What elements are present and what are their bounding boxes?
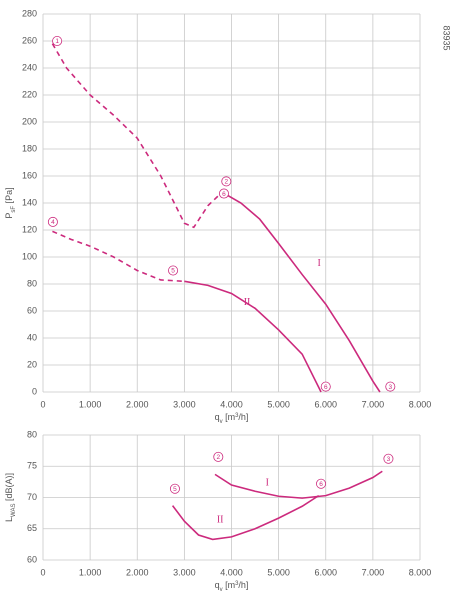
y-tick-label: 280 [22,8,37,18]
y-tick-label: 100 [22,251,37,261]
marker-number: 3 [388,384,392,391]
y-tick-label: 70 [27,492,37,502]
curve [184,280,322,393]
axis-label-part: [m [223,580,236,590]
axis-label-part: v [220,587,223,593]
axis-label-part: sF [11,206,17,213]
marker-circle [213,451,224,462]
x-tick-label: 4.000 [220,399,243,409]
axis-label: LWAS [dB(A)] [4,473,16,522]
curve [51,43,223,229]
marker-number: 1 [55,38,59,45]
x-tick-label: 4.000 [220,567,243,577]
marker-circle [385,381,396,392]
curve-label: I [266,477,269,488]
y-tick-label: 40 [27,332,37,342]
marker-circle [169,483,180,494]
x-tick-label: 6.000 [314,399,337,409]
y-tick-label: 240 [22,62,37,72]
marker-circle [52,36,63,47]
marker-number: 6 [319,481,323,488]
curve [214,470,383,499]
axis-label-part: [Pa] [4,187,14,206]
axis-label: PsF [Pa] [4,187,16,218]
axis-label-part: q [215,412,220,422]
axis-label-part: /h] [238,412,248,422]
marker-circle [383,453,394,464]
x-tick-label: 1.000 [79,567,102,577]
x-tick-label: 3.000 [173,399,196,409]
marker-number: 6 [324,384,328,391]
y-tick-label: 80 [27,278,37,288]
y-tick-label: 20 [27,359,37,369]
y-tick-label: 200 [22,116,37,126]
x-tick-label: 2.000 [126,399,149,409]
axis-label: qv [m3/h] [215,580,249,592]
x-tick-label: 0 [40,567,45,577]
y-tick-label: 60 [27,305,37,315]
x-tick-label: 6.000 [314,567,337,577]
curve [52,230,185,283]
marker-circle [316,478,327,489]
y-tick-label: 80 [27,429,37,439]
marker-number: 2 [216,454,220,461]
curve [221,191,381,393]
chart-id: 83935 [442,25,452,50]
y-tick-label: 75 [27,461,37,471]
y-tick-label: 160 [22,170,37,180]
x-tick-label: 5.000 [267,399,290,409]
y-tick-label: 65 [27,523,37,533]
curve-label: I [317,258,320,269]
curve-label: II [244,297,251,308]
marker-circle [47,216,58,227]
marker-circle [218,188,229,199]
marker-number: 5 [173,486,177,493]
axis-label-part: WAS [11,504,17,517]
y-tick-label: 260 [22,35,37,45]
marker-circle [168,265,179,276]
marker-number: 4 [51,219,55,226]
x-tick-label: 8.000 [409,567,432,577]
marker-number: 3 [387,456,391,463]
y-tick-label: 60 [27,554,37,564]
y-tick-label: 220 [22,89,37,99]
y-tick-label: 140 [22,197,37,207]
axis-label-part: [m [223,412,236,422]
axis-label: qv [m3/h] [215,412,249,424]
x-tick-label: 7.000 [362,399,385,409]
x-tick-label: 8.000 [409,399,432,409]
marker-number: 5 [171,268,175,275]
y-tick-label: 120 [22,224,37,234]
marker-number: 6 [222,191,226,198]
y-tick-label: 0 [32,386,37,396]
axis-label-part: q [215,580,220,590]
marker-circle [320,381,331,392]
axis-label-part: 3 [235,413,239,419]
axis-label-part: v [220,419,223,425]
marker-circle [221,176,232,187]
axis-label-part: /h] [238,580,248,590]
x-tick-label: 5.000 [267,567,290,577]
x-tick-label: 1.000 [79,399,102,409]
marker-number: 2 [225,179,229,186]
axis-label-part: L [4,517,14,522]
y-tick-label: 180 [22,143,37,153]
curve-label: II [217,514,224,525]
curve [171,494,320,541]
x-tick-label: 0 [40,399,45,409]
x-tick-label: 2.000 [126,567,149,577]
axis-label-part: P [4,213,14,219]
x-tick-label: 7.000 [362,567,385,577]
x-tick-label: 3.000 [173,567,196,577]
axis-label-part: 3 [235,581,239,587]
axis-label-part: [dB(A)] [4,473,14,504]
